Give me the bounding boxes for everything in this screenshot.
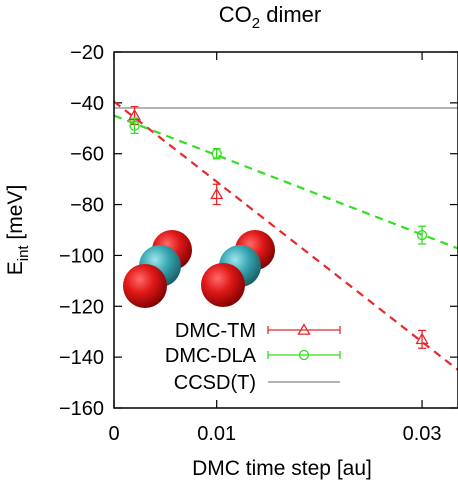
legend: DMC-TM DMC-DLA CCSD(T) — [165, 320, 341, 394]
dmc-tm-legend-marker — [297, 323, 311, 335]
legend-label-dmc-tm: DMC-TM — [175, 320, 256, 342]
y-tick-label: −160 — [59, 398, 104, 420]
dmc-dla-fit-line — [114, 114, 458, 250]
dmc-dla-data-point — [211, 148, 222, 159]
legend-label-ccsd-t: CCSD(T) — [174, 372, 256, 394]
y-tick-label: −60 — [70, 144, 104, 166]
x-tick-label: 0.01 — [197, 423, 236, 445]
oxygen-atom — [201, 263, 245, 307]
y-tick-label: −20 — [70, 42, 104, 64]
dmc-tm-data-point — [415, 332, 429, 345]
y-tick-label: −100 — [59, 245, 104, 267]
dmc-tm-data-point — [210, 187, 224, 200]
dmc-dla-legend-marker — [298, 349, 310, 361]
y-axis-label: Eint [meV] — [4, 185, 32, 276]
fit-lines-layer — [114, 100, 458, 371]
co2-dimer-molecule-image — [123, 230, 275, 308]
chart-title: CO2 dimer — [219, 2, 321, 32]
legend-label-dmc-dla: DMC-DLA — [165, 345, 257, 367]
dmc-dla-data-point — [129, 120, 140, 131]
data-points-layer — [127, 106, 429, 349]
y-tick-label: −40 — [70, 93, 104, 115]
oxygen-atom — [123, 264, 167, 308]
dmc-dla-data-point — [416, 229, 428, 241]
x-tick-label: 0 — [108, 423, 119, 445]
y-tick-label: −140 — [59, 347, 104, 369]
y-tick-label: −120 — [59, 296, 104, 318]
dmc-tm-fit-line — [114, 100, 458, 371]
x-tick-label: 0.03 — [403, 423, 442, 445]
legend-symbols — [267, 323, 341, 383]
y-tick-label: −80 — [70, 195, 104, 217]
x-axis-label: DMC time step [au] — [192, 457, 372, 480]
plot-frame — [113, 51, 458, 409]
